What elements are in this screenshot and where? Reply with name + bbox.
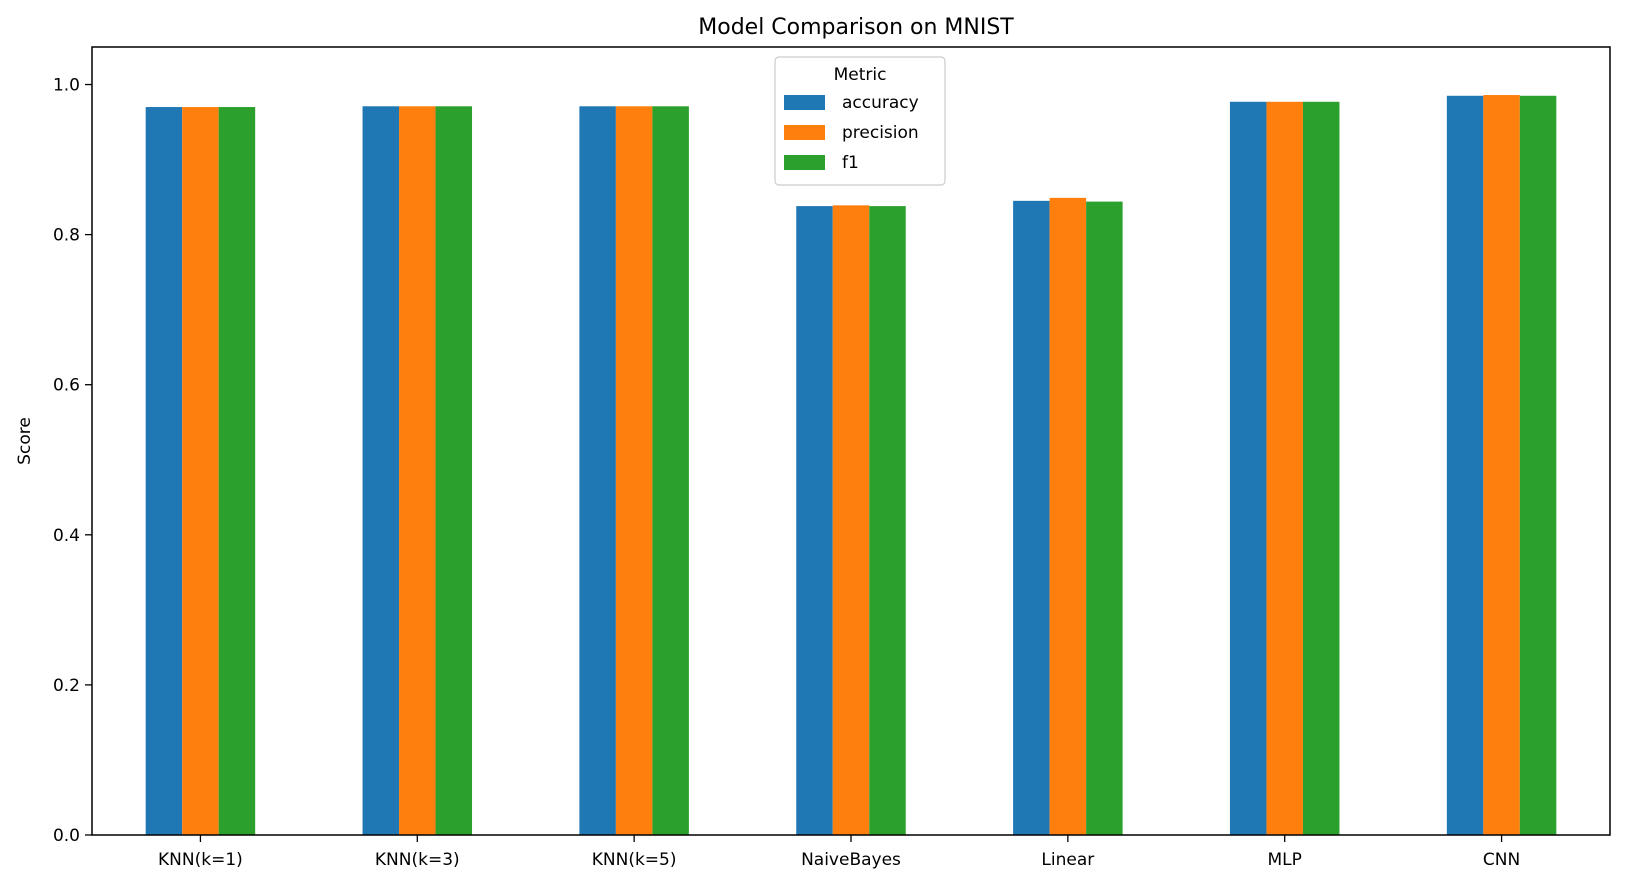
bar-accuracy xyxy=(796,206,833,835)
plot-frame xyxy=(91,46,1611,836)
y-axis-ticks: 0.0 0.2 0.4 0.6 0.8 1.0 xyxy=(53,76,92,846)
bar-precision xyxy=(615,106,653,836)
bar-precision xyxy=(832,205,870,836)
bar-precision xyxy=(182,107,219,836)
legend-label-f1: f1 xyxy=(842,153,859,173)
x-tick-label: KNN(k=1) xyxy=(158,850,243,870)
y-tick-label: 0.2 xyxy=(53,676,80,696)
bar-precision xyxy=(399,106,436,836)
bar-f1 xyxy=(869,206,906,835)
legend-title: Metric xyxy=(834,65,887,85)
bar-f1 xyxy=(435,106,473,836)
bar-precision xyxy=(1266,101,1303,835)
x-tick-label: NaiveBayes xyxy=(801,850,901,870)
legend-swatch-precision xyxy=(784,125,825,140)
y-tick-label: 1.0 xyxy=(53,76,80,96)
bar-f1 xyxy=(652,106,689,836)
legend-box xyxy=(774,56,946,186)
bar-accuracy xyxy=(1446,95,1484,836)
bar-accuracy xyxy=(1013,200,1050,835)
bar-f1 xyxy=(1086,201,1123,836)
y-tick-label: 0.0 xyxy=(53,826,80,846)
x-tick-label: KNN(k=5) xyxy=(592,850,677,870)
x-tick-label: MLP xyxy=(1268,850,1302,870)
y-axis-label: Score xyxy=(15,417,35,465)
bar-accuracy xyxy=(362,106,400,836)
chart-title: Model Comparison on MNIST xyxy=(698,15,1014,40)
legend-swatch-f1 xyxy=(784,155,825,170)
bar-accuracy xyxy=(1229,101,1267,835)
x-tick-label: KNN(k=3) xyxy=(375,850,460,870)
bar-accuracy xyxy=(579,106,616,836)
legend-label-precision: precision xyxy=(842,123,919,143)
legend-label-accuracy: accuracy xyxy=(842,93,919,113)
y-tick-label: 0.8 xyxy=(53,226,80,246)
bar-f1 xyxy=(1302,101,1340,835)
y-tick-label: 0.4 xyxy=(53,526,80,546)
x-axis-ticks: KNN(k=1) KNN(k=3) KNN(k=5) NaiveBayes Linear… xyxy=(158,835,1520,870)
bar-accuracy xyxy=(145,107,183,836)
bars-layer xyxy=(145,95,1557,836)
legend-entries: accuracy precision f1 xyxy=(784,93,919,173)
x-tick-label: Linear xyxy=(1041,850,1094,870)
legend-swatch-accuracy xyxy=(784,95,825,110)
bar-f1 xyxy=(1519,95,1557,836)
bar-precision xyxy=(1049,197,1087,836)
bar-precision xyxy=(1483,95,1520,836)
bar-f1 xyxy=(218,107,256,836)
legend: Metric accuracy precision f1 xyxy=(774,56,946,186)
x-tick-label: CNN xyxy=(1483,850,1520,870)
y-tick-label: 0.6 xyxy=(53,376,80,396)
